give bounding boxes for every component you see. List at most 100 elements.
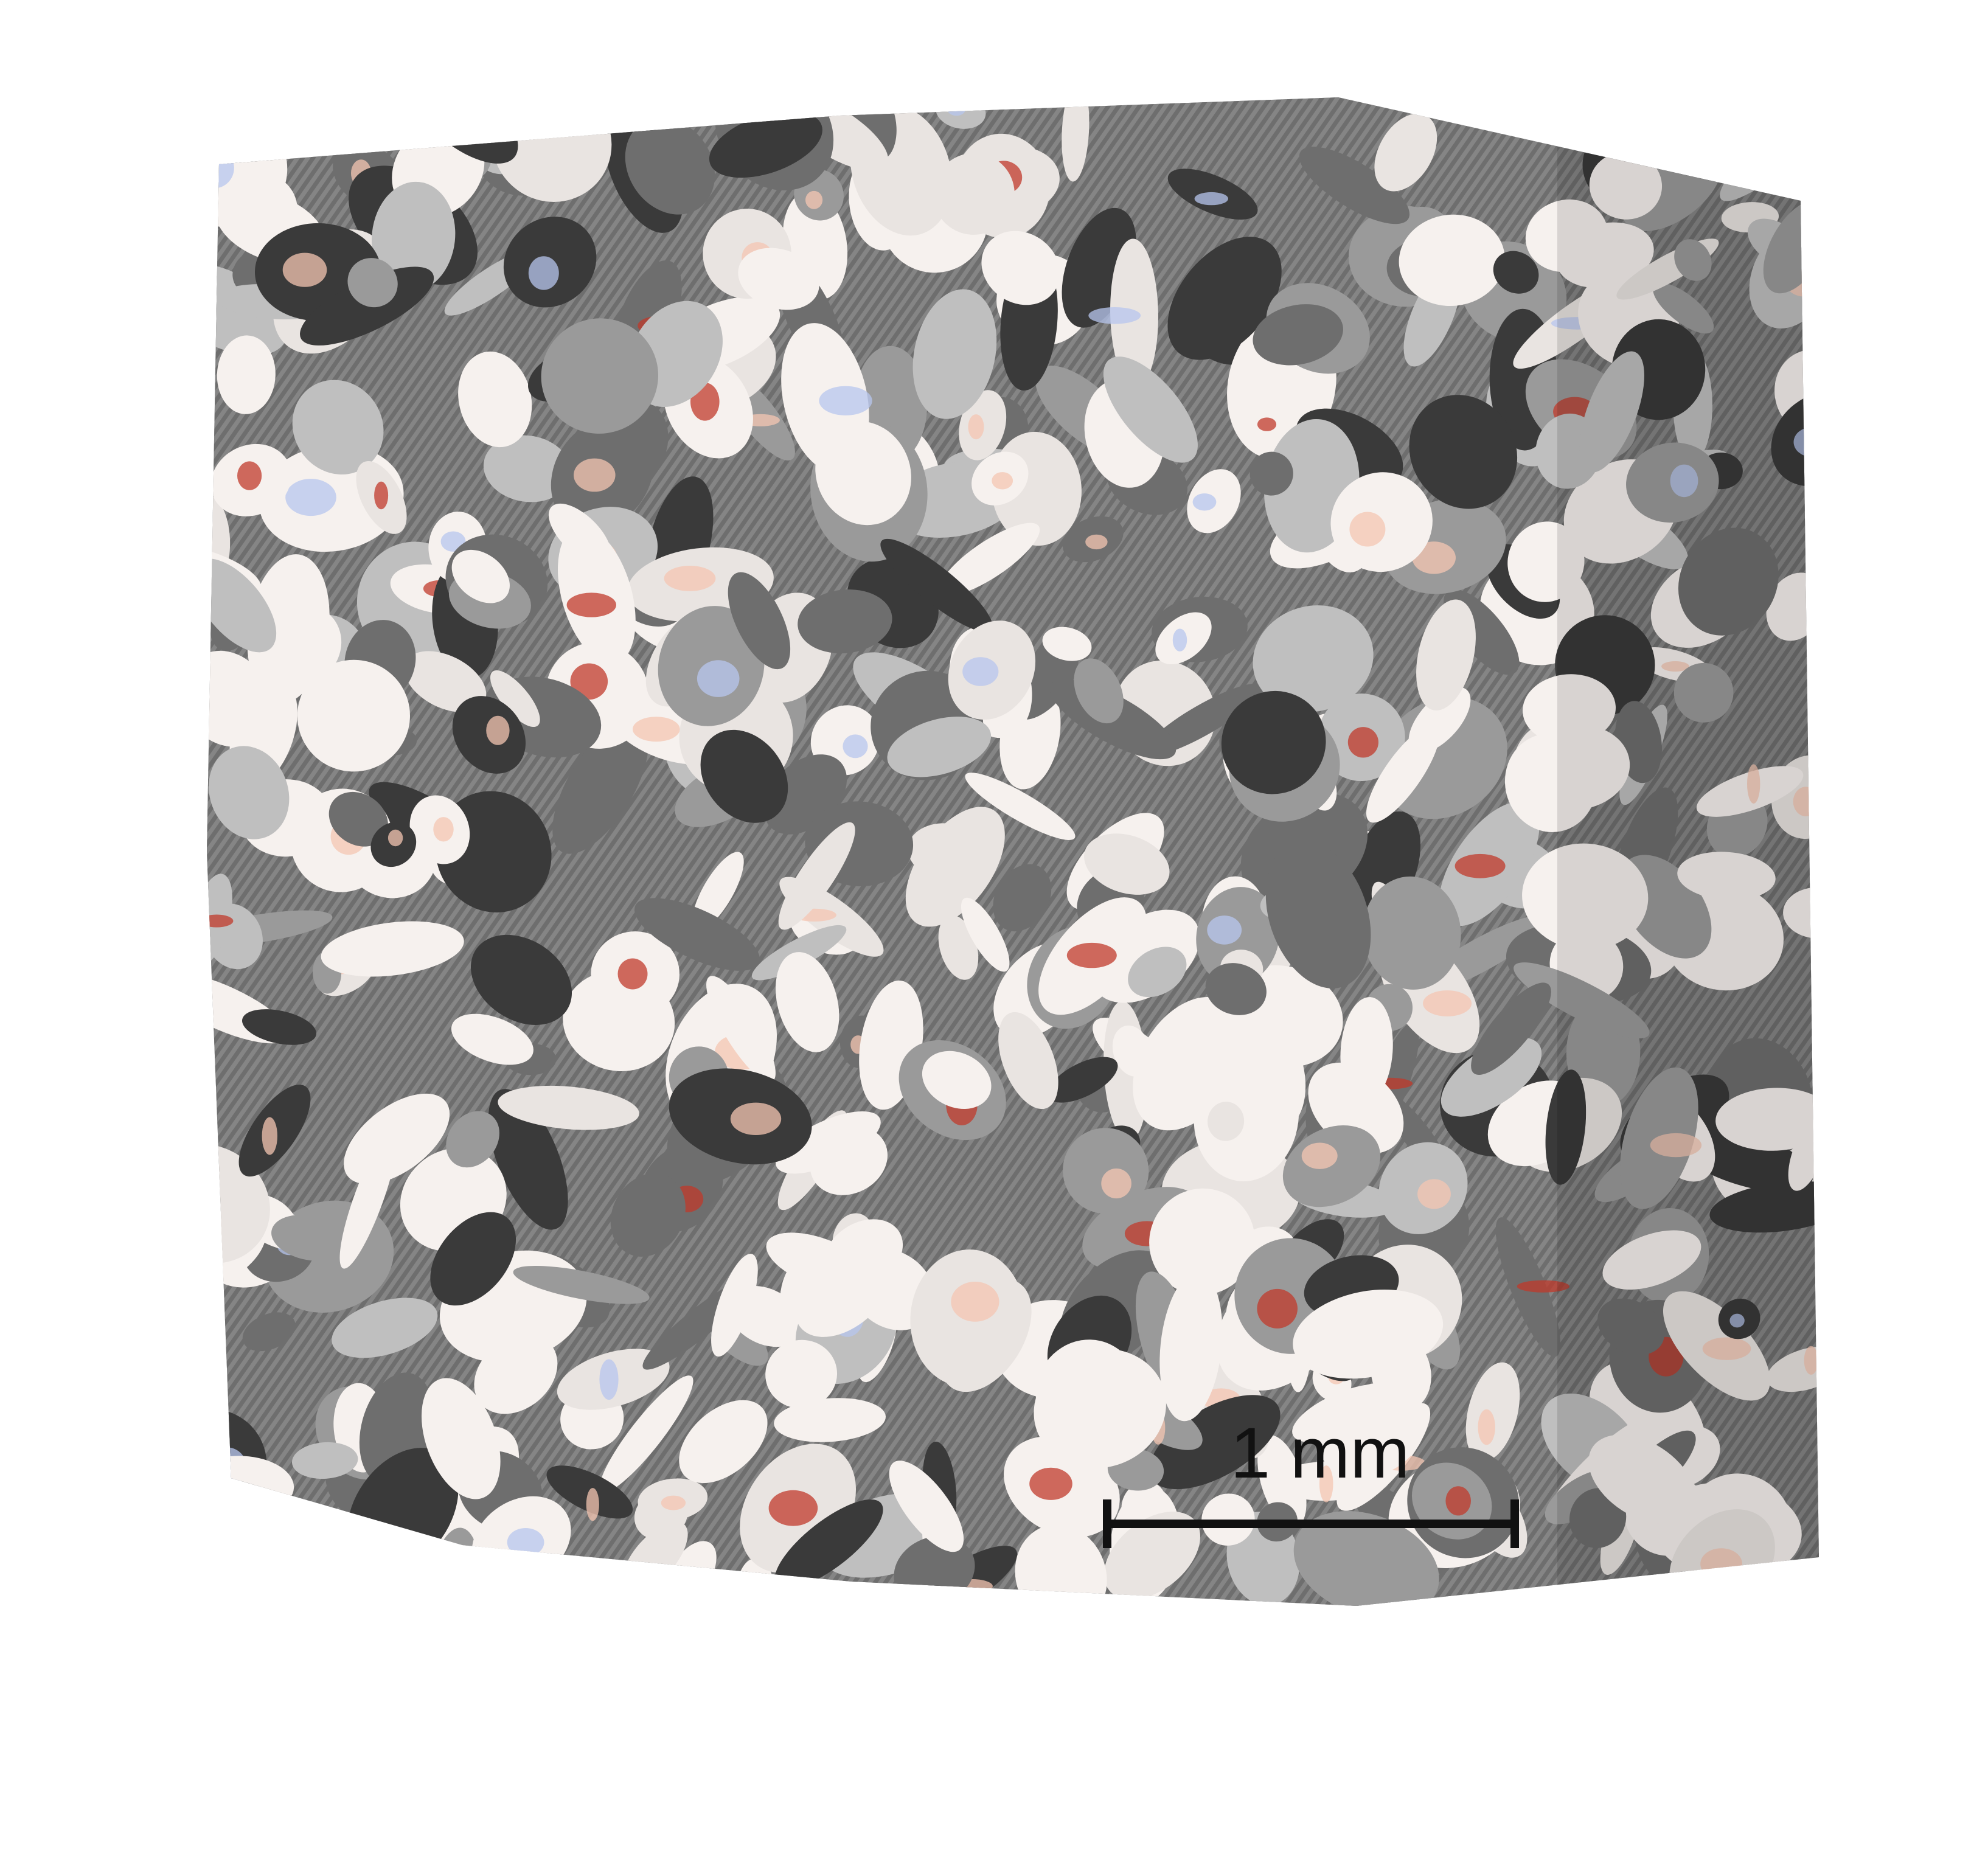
stress-highlight	[1729, 1313, 1745, 1328]
stress-highlight	[1319, 1465, 1333, 1502]
grain	[1103, 356, 1198, 463]
grain	[634, 898, 760, 971]
grain	[1374, 113, 1437, 192]
stress-highlight	[570, 663, 608, 700]
grain	[1409, 395, 1518, 509]
grain	[1144, 683, 1262, 756]
grain	[774, 1398, 886, 1442]
stress-highlight	[661, 1495, 686, 1510]
grain	[1504, 733, 1597, 833]
grain	[1522, 843, 1649, 950]
grain	[292, 380, 384, 475]
stress-highlight	[599, 1359, 619, 1400]
grain	[1293, 1290, 1444, 1379]
grain	[1675, 97, 1750, 141]
stress-highlight	[282, 252, 327, 287]
stress-highlight	[207, 147, 234, 189]
stress-highlight	[1445, 1486, 1471, 1516]
grain	[912, 289, 997, 419]
stress-highlight	[1088, 307, 1141, 324]
stress-highlight	[285, 479, 336, 516]
grain	[961, 897, 1010, 972]
grain	[1514, 962, 1650, 1039]
grain	[483, 435, 571, 502]
grain	[625, 117, 715, 215]
grain	[1149, 1395, 1281, 1490]
grain	[1167, 237, 1282, 360]
stress-highlight	[992, 472, 1013, 490]
stress-highlight	[947, 103, 965, 116]
grain	[1282, 1125, 1381, 1207]
grain	[347, 258, 398, 308]
grain	[774, 1499, 883, 1589]
right-face-shade	[1557, 97, 1819, 1606]
stress-highlight	[697, 660, 740, 697]
grain	[1399, 214, 1505, 307]
grain	[1715, 1088, 1819, 1151]
stress-highlight	[1661, 661, 1689, 672]
grain	[297, 1541, 423, 1606]
grain	[548, 503, 611, 565]
grain	[778, 822, 855, 930]
grain	[1084, 833, 1170, 895]
grain	[610, 1173, 686, 1257]
grain	[289, 97, 371, 155]
grain	[1074, 658, 1124, 724]
scale-bar	[1103, 1499, 1519, 1548]
grain	[209, 746, 290, 839]
stress-highlight	[968, 414, 984, 440]
grain	[922, 1051, 992, 1109]
stress-highlight	[1747, 764, 1760, 804]
stress-highlight	[768, 1490, 818, 1526]
grain	[776, 1111, 881, 1174]
grain	[291, 1442, 358, 1479]
grain	[1441, 1037, 1542, 1117]
stress-highlight	[633, 717, 680, 742]
stress-highlight	[1257, 417, 1277, 431]
stress-highlight	[962, 657, 999, 686]
grain	[1673, 662, 1734, 723]
grain	[1588, 1434, 1695, 1524]
grain	[1545, 1069, 1587, 1185]
grain	[1677, 852, 1776, 900]
stress-highlight	[730, 1102, 782, 1136]
grain	[207, 97, 248, 150]
grain	[1597, 1298, 1665, 1355]
grain	[993, 864, 1052, 932]
stress-highlight	[1455, 853, 1506, 878]
stress-highlight	[388, 829, 403, 847]
grain	[1522, 674, 1616, 745]
stress-highlight	[1194, 192, 1229, 206]
grain	[880, 538, 993, 633]
grain	[372, 181, 456, 292]
stress-highlight	[843, 734, 868, 759]
stress-highlight	[574, 458, 616, 492]
stress-highlight	[1349, 512, 1386, 547]
grain	[1048, 1057, 1118, 1103]
grain	[776, 952, 839, 1052]
grain	[1416, 599, 1476, 710]
grain	[765, 1339, 838, 1409]
stress-highlight	[1192, 493, 1217, 511]
stress-highlight	[664, 566, 716, 591]
stress-highlight	[1517, 1280, 1569, 1293]
stress-highlight	[486, 715, 510, 745]
stress-highlight	[207, 1187, 219, 1229]
grain	[824, 1219, 903, 1288]
stress-highlight	[507, 1528, 544, 1557]
grain	[679, 1400, 768, 1484]
grain	[1103, 1511, 1201, 1600]
grain	[1128, 947, 1187, 998]
stress-highlight	[617, 958, 648, 990]
stress-highlight	[433, 817, 454, 842]
grain	[242, 1312, 296, 1352]
grain	[421, 1378, 501, 1499]
stress-highlight	[805, 190, 823, 209]
grain	[728, 572, 791, 670]
grain	[1675, 97, 1765, 178]
stress-highlight	[1066, 942, 1117, 968]
grain	[1653, 282, 1714, 334]
grain	[451, 549, 510, 603]
porous-cube	[207, 97, 1819, 1606]
